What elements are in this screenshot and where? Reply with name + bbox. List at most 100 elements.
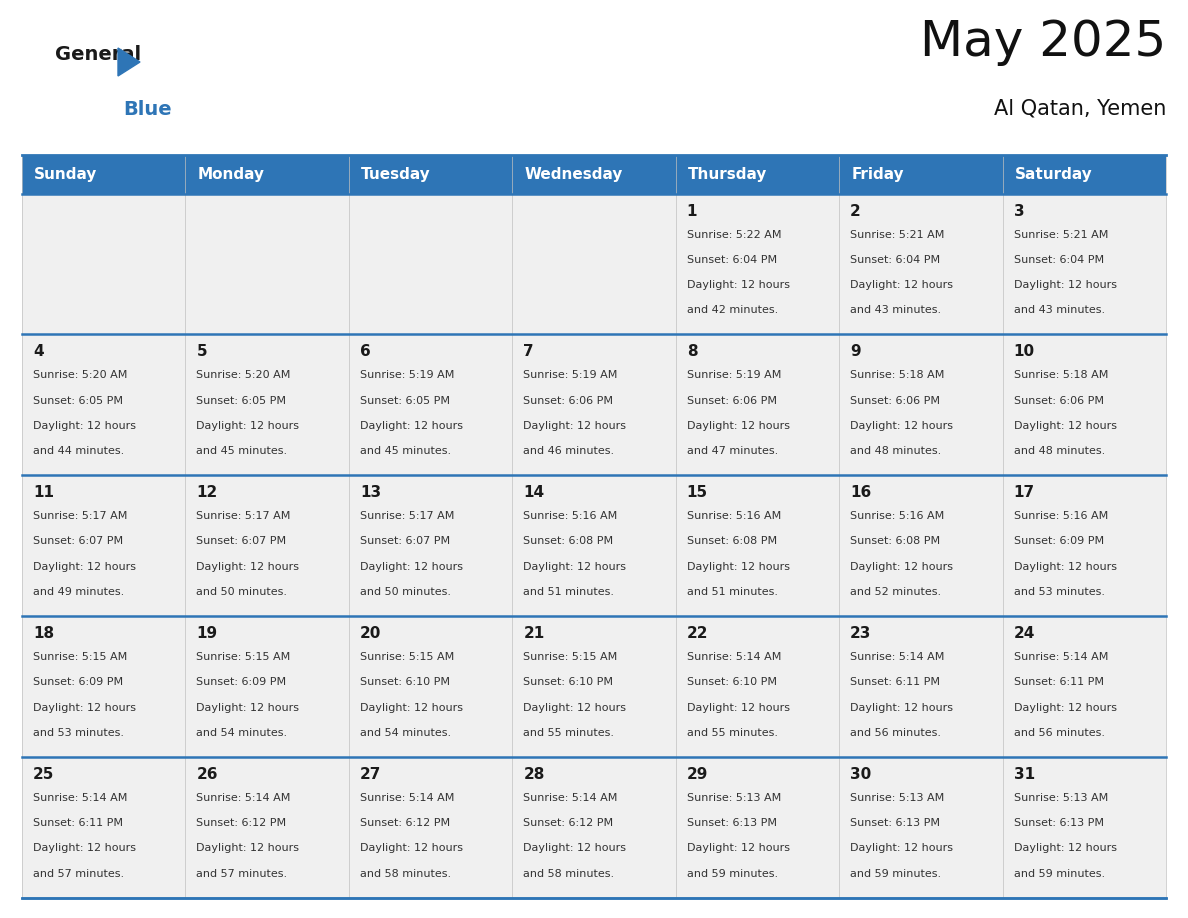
Polygon shape — [118, 48, 140, 76]
Text: 20: 20 — [360, 626, 381, 641]
Bar — [23, 757, 185, 898]
Text: and 46 minutes.: and 46 minutes. — [523, 446, 614, 456]
Bar — [512, 616, 676, 757]
Text: 17: 17 — [1013, 486, 1035, 500]
Text: and 55 minutes.: and 55 minutes. — [687, 728, 778, 738]
Text: Sunset: 6:05 PM: Sunset: 6:05 PM — [196, 396, 286, 406]
Bar — [676, 476, 839, 616]
Text: 25: 25 — [33, 767, 55, 782]
Text: Sunrise: 5:20 AM: Sunrise: 5:20 AM — [33, 370, 127, 380]
Text: and 56 minutes.: and 56 minutes. — [851, 728, 941, 738]
Text: Sunset: 6:08 PM: Sunset: 6:08 PM — [687, 536, 777, 546]
Text: Sunrise: 5:21 AM: Sunrise: 5:21 AM — [1013, 230, 1108, 240]
Bar — [349, 334, 512, 476]
Text: Sunday: Sunday — [34, 167, 97, 182]
Text: Daylight: 12 hours: Daylight: 12 hours — [687, 562, 790, 572]
Text: 1: 1 — [687, 204, 697, 218]
Bar — [839, 334, 1003, 476]
Text: Sunrise: 5:14 AM: Sunrise: 5:14 AM — [196, 793, 291, 803]
Text: Sunset: 6:06 PM: Sunset: 6:06 PM — [851, 396, 940, 406]
Text: Sunset: 6:11 PM: Sunset: 6:11 PM — [1013, 677, 1104, 688]
Text: and 52 minutes.: and 52 minutes. — [851, 587, 941, 597]
Text: and 54 minutes.: and 54 minutes. — [360, 728, 451, 738]
Text: Sunset: 6:13 PM: Sunset: 6:13 PM — [851, 818, 940, 828]
Text: 18: 18 — [33, 626, 55, 641]
Text: and 43 minutes.: and 43 minutes. — [851, 305, 941, 315]
Text: and 54 minutes.: and 54 minutes. — [196, 728, 287, 738]
Bar — [1003, 194, 1165, 334]
Bar — [676, 155, 839, 194]
Bar — [676, 334, 839, 476]
Text: and 44 minutes.: and 44 minutes. — [33, 446, 125, 456]
Text: Daylight: 12 hours: Daylight: 12 hours — [687, 702, 790, 712]
Text: Daylight: 12 hours: Daylight: 12 hours — [360, 702, 463, 712]
Text: Sunrise: 5:14 AM: Sunrise: 5:14 AM — [33, 793, 127, 803]
Text: 5: 5 — [196, 344, 207, 360]
Bar — [512, 476, 676, 616]
Text: and 55 minutes.: and 55 minutes. — [523, 728, 614, 738]
Text: 21: 21 — [523, 626, 544, 641]
Text: 29: 29 — [687, 767, 708, 782]
Text: Sunset: 6:12 PM: Sunset: 6:12 PM — [360, 818, 450, 828]
Text: 27: 27 — [360, 767, 381, 782]
Text: Sunset: 6:07 PM: Sunset: 6:07 PM — [196, 536, 286, 546]
Text: Thursday: Thursday — [688, 167, 767, 182]
Text: Sunset: 6:09 PM: Sunset: 6:09 PM — [33, 677, 124, 688]
Text: and 58 minutes.: and 58 minutes. — [523, 868, 614, 879]
Text: 6: 6 — [360, 344, 371, 360]
Bar — [512, 155, 676, 194]
Text: Daylight: 12 hours: Daylight: 12 hours — [851, 280, 953, 290]
Text: 7: 7 — [523, 344, 533, 360]
Text: Sunset: 6:05 PM: Sunset: 6:05 PM — [33, 396, 124, 406]
Text: and 56 minutes.: and 56 minutes. — [1013, 728, 1105, 738]
Text: Daylight: 12 hours: Daylight: 12 hours — [523, 702, 626, 712]
Text: 23: 23 — [851, 626, 872, 641]
Text: Sunrise: 5:17 AM: Sunrise: 5:17 AM — [33, 511, 127, 521]
Text: Sunset: 6:12 PM: Sunset: 6:12 PM — [523, 818, 613, 828]
Text: Sunrise: 5:14 AM: Sunrise: 5:14 AM — [851, 652, 944, 662]
Text: 11: 11 — [33, 486, 53, 500]
Bar — [512, 194, 676, 334]
Text: 26: 26 — [196, 767, 217, 782]
Text: 19: 19 — [196, 626, 217, 641]
Text: 16: 16 — [851, 486, 871, 500]
Bar — [349, 757, 512, 898]
Text: and 50 minutes.: and 50 minutes. — [360, 587, 451, 597]
Text: Sunset: 6:13 PM: Sunset: 6:13 PM — [1013, 818, 1104, 828]
Text: Daylight: 12 hours: Daylight: 12 hours — [33, 844, 135, 854]
Bar — [185, 155, 349, 194]
Bar — [1003, 334, 1165, 476]
Text: Daylight: 12 hours: Daylight: 12 hours — [33, 702, 135, 712]
Text: Daylight: 12 hours: Daylight: 12 hours — [523, 844, 626, 854]
Text: Daylight: 12 hours: Daylight: 12 hours — [33, 420, 135, 431]
Text: 2: 2 — [851, 204, 861, 218]
Text: and 59 minutes.: and 59 minutes. — [687, 868, 778, 879]
Bar — [839, 616, 1003, 757]
Bar — [349, 616, 512, 757]
Bar — [1003, 616, 1165, 757]
Text: and 48 minutes.: and 48 minutes. — [851, 446, 941, 456]
Text: Daylight: 12 hours: Daylight: 12 hours — [33, 562, 135, 572]
Bar — [1003, 757, 1165, 898]
Text: Daylight: 12 hours: Daylight: 12 hours — [851, 420, 953, 431]
Bar — [1003, 476, 1165, 616]
Text: Sunrise: 5:22 AM: Sunrise: 5:22 AM — [687, 230, 782, 240]
Bar — [512, 757, 676, 898]
Text: and 49 minutes.: and 49 minutes. — [33, 587, 125, 597]
Text: 10: 10 — [1013, 344, 1035, 360]
Text: and 59 minutes.: and 59 minutes. — [851, 868, 941, 879]
Text: Daylight: 12 hours: Daylight: 12 hours — [851, 844, 953, 854]
Bar — [349, 476, 512, 616]
Text: Friday: Friday — [851, 167, 904, 182]
Bar — [676, 757, 839, 898]
Text: Sunrise: 5:16 AM: Sunrise: 5:16 AM — [523, 511, 618, 521]
Text: May 2025: May 2025 — [920, 18, 1165, 66]
Text: Sunrise: 5:14 AM: Sunrise: 5:14 AM — [523, 793, 618, 803]
Text: Daylight: 12 hours: Daylight: 12 hours — [1013, 702, 1117, 712]
Text: Sunset: 6:05 PM: Sunset: 6:05 PM — [360, 396, 450, 406]
Bar — [349, 155, 512, 194]
Text: 4: 4 — [33, 344, 44, 360]
Text: Sunset: 6:09 PM: Sunset: 6:09 PM — [196, 677, 286, 688]
Text: Sunrise: 5:19 AM: Sunrise: 5:19 AM — [523, 370, 618, 380]
Text: Sunset: 6:11 PM: Sunset: 6:11 PM — [851, 677, 940, 688]
